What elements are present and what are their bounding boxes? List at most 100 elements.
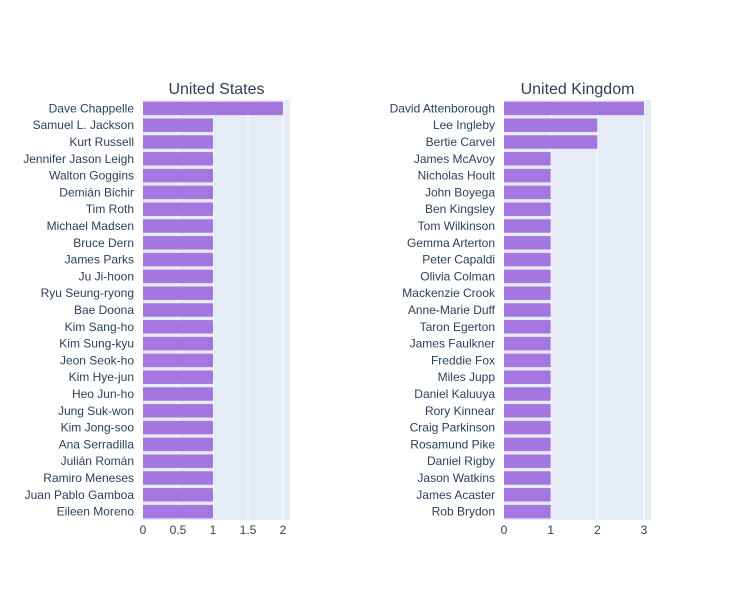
- bar: [504, 336, 551, 351]
- y-tick-label: Ryu Seung-ryong: [41, 286, 134, 300]
- y-tick-label: Jung Suk-won: [58, 404, 134, 418]
- y-tick-label: Taron Egerton: [420, 320, 495, 334]
- y-tick-label: Jason Watkins: [417, 471, 495, 485]
- y-tick-label: Juan Pablo Gamboa: [25, 488, 135, 502]
- y-tick-label: John Boyega: [425, 185, 495, 199]
- y-tick-label: Heo Jun-ho: [72, 387, 134, 401]
- x-tick-label: 1: [547, 523, 554, 537]
- x-tick-label: 0: [140, 523, 147, 537]
- bar: [143, 202, 213, 216]
- bar: [143, 303, 213, 317]
- x-tick-label: 0.5: [170, 523, 187, 537]
- bar: [143, 152, 213, 166]
- y-tick-label: Craig Parkinson: [410, 421, 495, 435]
- bar: [504, 303, 551, 317]
- y-tick-label: Dave Chappelle: [49, 101, 135, 115]
- y-tick-label: Bertie Carvel: [426, 135, 495, 149]
- bar: [143, 236, 213, 250]
- bar: [504, 202, 551, 216]
- bar: [504, 454, 551, 468]
- bar: [143, 168, 213, 183]
- y-tick-label: Nicholas Hoult: [418, 169, 496, 183]
- y-tick-label: Miles Jupp: [438, 370, 496, 384]
- bar: [504, 101, 644, 116]
- y-tick-label: Eileen Moreno: [57, 505, 135, 519]
- y-tick-label: Kim Jong-soo: [61, 421, 135, 435]
- y-tick-label: Jeon Seok-ho: [60, 353, 134, 367]
- bar: [504, 404, 551, 418]
- y-tick-label: Ben Kingsley: [425, 202, 495, 216]
- y-tick-label: Kim Hye-jun: [69, 370, 134, 384]
- bar: [504, 219, 551, 233]
- bar: [504, 286, 551, 300]
- y-tick-label: James Parks: [65, 253, 134, 267]
- bar: [143, 252, 213, 267]
- y-tick-label: Kurt Russell: [69, 135, 134, 149]
- y-tick-label: Gemma Arterton: [407, 236, 495, 250]
- y-tick-label: Kim Sung-kyu: [59, 337, 134, 351]
- bar: [143, 286, 213, 300]
- y-tick-label: Julián Román: [61, 454, 134, 468]
- bar: [504, 488, 551, 502]
- bar: [504, 353, 551, 368]
- y-tick-label: Ana Serradilla: [59, 437, 135, 451]
- subplot-uk: David Attenborough Lee Ingleby Bertie Carv…: [390, 81, 651, 537]
- bar: [143, 101, 283, 116]
- y-tick-label: James McAvoy: [414, 152, 495, 166]
- bar: [143, 420, 213, 435]
- x-tick-label: 3: [641, 523, 648, 537]
- bar: [504, 168, 551, 183]
- y-tick-label: Rory Kinnear: [425, 404, 495, 418]
- bar: [504, 387, 551, 401]
- y-tick-label: David Attenborough: [390, 101, 495, 115]
- bar: [143, 488, 213, 502]
- y-tick-label: Bruce Dern: [73, 236, 134, 250]
- bar: [143, 471, 213, 485]
- y-tick-label: Bae Doona: [74, 303, 134, 317]
- bar: [143, 404, 213, 418]
- bar: [143, 454, 213, 468]
- x-tick-label: 2: [280, 523, 287, 537]
- bar: [504, 420, 551, 435]
- bar: [143, 370, 213, 384]
- y-tick-label: Freddie Fox: [431, 353, 495, 367]
- bar: [143, 336, 213, 351]
- y-tick-label: Anne-Marie Duff: [408, 303, 496, 317]
- y-tick-label: Lee Ingleby: [433, 118, 495, 132]
- bar: [504, 118, 598, 132]
- bar: [143, 269, 213, 284]
- x-tick-label: 2: [594, 523, 601, 537]
- y-tick-label: Peter Capaldi: [422, 253, 495, 267]
- y-tick-label: Samuel L. Jackson: [33, 118, 134, 132]
- y-tick-label: Kim Sang-ho: [65, 320, 135, 334]
- bar: [504, 252, 551, 267]
- x-tick-label: 1: [210, 523, 217, 537]
- bar: [504, 471, 551, 485]
- y-tick-label: Ramiro Meneses: [43, 471, 134, 485]
- bar: [143, 504, 213, 519]
- bar: [143, 437, 213, 452]
- x-tick-label: 1.5: [240, 523, 257, 537]
- y-tick-label: Daniel Rigby: [427, 454, 495, 468]
- y-tick-label: Ju Ji-hoon: [79, 269, 134, 283]
- y-tick-label: Rob Brydon: [432, 505, 495, 519]
- y-tick-label: Daniel Kaluuya: [414, 387, 495, 401]
- bar: [504, 504, 551, 519]
- subplot-title: United States: [168, 81, 264, 98]
- y-tick-label: Demián Bichir: [59, 185, 134, 199]
- bar: [143, 185, 213, 200]
- bar: [143, 320, 213, 334]
- y-tick-label: Mackenzie Crook: [402, 286, 496, 300]
- bar: [504, 236, 551, 250]
- y-tick-label: James Faulkner: [410, 337, 495, 351]
- bar: [143, 118, 213, 132]
- bar: [504, 437, 551, 452]
- x-tick-label: 0: [501, 523, 508, 537]
- bar: [143, 353, 213, 368]
- y-tick-label: Tim Roth: [86, 202, 134, 216]
- bar: [143, 135, 213, 149]
- bar: [504, 269, 551, 284]
- bar: [504, 135, 598, 149]
